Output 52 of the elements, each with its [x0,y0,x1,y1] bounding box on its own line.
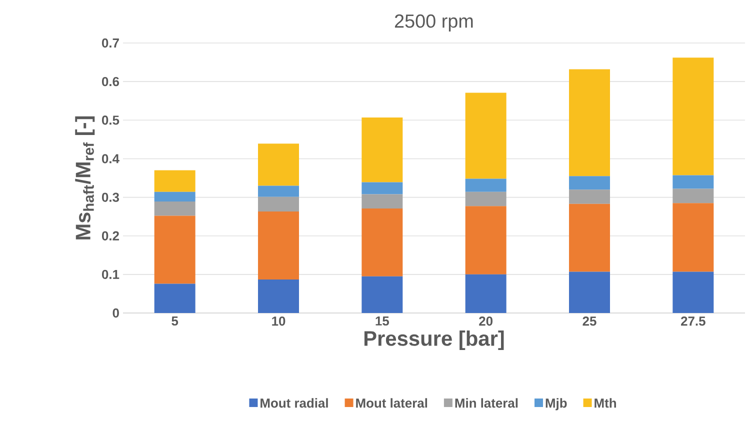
bar [465,92,506,179]
bar [569,272,610,313]
bar [362,208,403,276]
bar [672,175,714,189]
bar [154,284,196,313]
x-tick-label: 10 [272,316,286,326]
y-tick-label: 0.5 [102,116,120,125]
bar [258,212,299,280]
y-tick-label: 0.6 [102,76,120,86]
bar [465,206,506,274]
bar [569,204,610,272]
bar [672,203,714,272]
x-tick-label: 25 [582,316,596,326]
bar [569,69,610,176]
legend-label: Mout lateral [356,398,428,408]
legend-label: Mout radial [260,398,328,408]
bar [258,279,299,313]
x-tick-label: 15 [376,316,390,326]
x-axis-title: Pressure [bar] [364,330,504,350]
bar [362,276,403,313]
y-tick-label: 0.2 [102,231,119,240]
y-tick-label: 0.1 [102,270,120,280]
bar [672,188,714,204]
x-tick-label: 27.5 [681,316,706,326]
bar [362,182,403,194]
bar [362,117,403,182]
y-tick-label: 0.7 [102,38,119,48]
bar [154,202,196,216]
legend-label: Mjb [546,398,567,410]
bar [154,192,196,202]
bar [569,190,610,204]
y-tick-label: 0.4 [102,154,120,164]
bar [672,58,714,176]
bar [258,186,299,197]
y-tick-label: 0.3 [102,192,120,202]
legend-label: Min lateral [455,398,518,408]
x-tick-label: 5 [172,316,178,326]
x-tick-label: 20 [479,316,493,326]
chart-title: 2500 rpm [394,14,473,32]
bar [258,196,299,212]
bar [154,216,196,284]
legend-label: Mth [594,398,616,408]
bar [258,144,299,186]
bar [569,176,610,190]
bar [465,192,506,206]
bar [465,274,506,313]
bar [154,170,196,192]
bar [362,194,403,208]
y-tick-label: 0 [112,308,119,318]
y-axis-title: Ms$_{haft}$/M$_{ref}$ [-] [75,116,95,240]
bar [465,178,506,192]
bar [672,272,714,313]
